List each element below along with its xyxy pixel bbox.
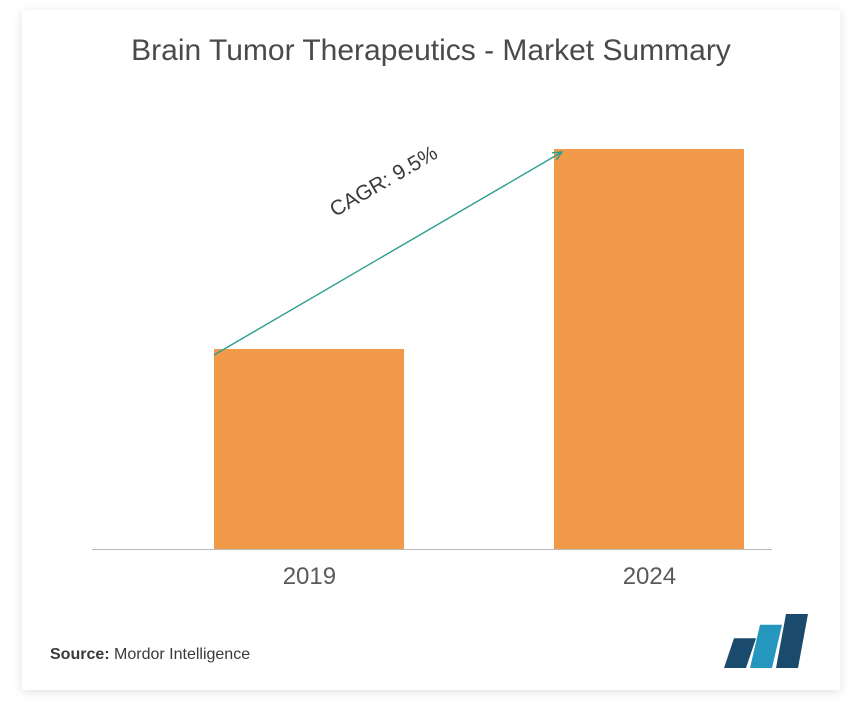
bar-label-2024: 2024 bbox=[549, 563, 749, 591]
chart-plot-area: 2019 2024 CAGR: 9.5% bbox=[92, 130, 772, 550]
bar-2024: 2024 bbox=[554, 149, 744, 549]
bar-2019: 2019 bbox=[214, 349, 404, 549]
x-axis-line bbox=[92, 549, 772, 550]
source-citation: Source: Mordor Intelligence bbox=[50, 646, 250, 664]
chart-title: Brain Tumor Therapeutics - Market Summar… bbox=[22, 10, 840, 70]
cagr-label: CAGR: 9.5% bbox=[326, 141, 442, 222]
source-label: Source: bbox=[50, 646, 110, 663]
source-value: Mordor Intelligence bbox=[114, 646, 250, 663]
chart-card: Brain Tumor Therapeutics - Market Summar… bbox=[22, 10, 840, 690]
bar-label-2019: 2019 bbox=[209, 563, 409, 591]
mordor-intelligence-logo-icon bbox=[724, 614, 810, 668]
